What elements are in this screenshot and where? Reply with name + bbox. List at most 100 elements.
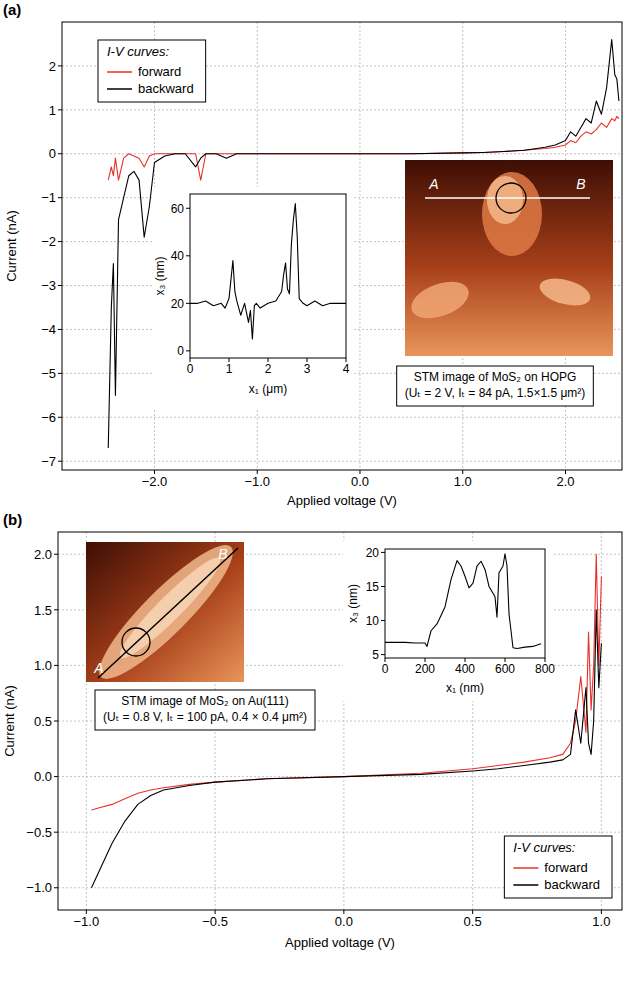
plot-frame xyxy=(190,194,346,358)
y-tick-label: 5 xyxy=(372,648,379,662)
stm-image: AB xyxy=(405,160,613,356)
x-axis-title: Applied voltage (V) xyxy=(287,493,397,508)
x-tick-label: 600 xyxy=(495,662,515,676)
tick-mark xyxy=(58,329,62,330)
inset-background xyxy=(152,187,352,409)
y-tick-label: −7 xyxy=(41,454,56,469)
x-tick-label: 1.0 xyxy=(454,474,472,489)
plot-frame xyxy=(385,549,545,658)
image-label: B xyxy=(218,546,227,562)
x-tick-label: 0.5 xyxy=(464,914,482,929)
profile-line xyxy=(98,548,238,678)
tick-mark xyxy=(58,153,62,154)
line-profile xyxy=(385,554,541,649)
image-label: A xyxy=(428,176,438,192)
grid xyxy=(62,22,622,470)
tick-mark xyxy=(58,373,62,374)
x-tick-label: 800 xyxy=(535,662,555,676)
x-tick-label: 0.0 xyxy=(335,914,353,929)
caption-box xyxy=(95,690,315,730)
x-tick-label: 200 xyxy=(415,662,435,676)
legend-label: forward xyxy=(544,860,587,875)
stm-feature xyxy=(537,274,593,311)
tick-mark xyxy=(58,197,62,198)
x-tick-label: −1.0 xyxy=(73,914,99,929)
tick-mark xyxy=(58,285,62,286)
y-tick-label: −5 xyxy=(41,366,56,381)
image-label: B xyxy=(576,176,585,192)
y-tick-label: −1 xyxy=(41,190,56,205)
y-tick-label: −1.0 xyxy=(26,880,52,895)
y-tick-label: 60 xyxy=(171,202,185,216)
stm-feature xyxy=(482,172,542,256)
y-tick-label: 20 xyxy=(366,546,380,560)
legend-title: I-V curves: xyxy=(107,44,170,59)
stm-feature xyxy=(85,531,246,692)
grid-line xyxy=(62,109,622,110)
line-profile xyxy=(190,204,346,339)
y-axis-title: x₃ (nm) xyxy=(346,584,360,623)
y-tick-label: 1 xyxy=(49,103,56,118)
tick-mark xyxy=(381,620,385,621)
x-tick-label: 2.0 xyxy=(556,474,574,489)
legend-swatch xyxy=(107,71,132,73)
tip-position xyxy=(496,183,526,213)
tick-mark xyxy=(186,350,190,351)
x-tick-label: 1 xyxy=(226,362,233,376)
panel-label: (a) xyxy=(3,1,21,18)
tick-mark xyxy=(186,208,190,209)
legend-swatch xyxy=(107,88,132,90)
legend-box xyxy=(504,836,612,898)
stm-feature xyxy=(406,275,473,326)
x-axis-title: x₁ (μm) xyxy=(249,382,287,396)
caption-text: (Uₜ = 0.8 V, Iₜ = 100 pA, 0.4 × 0.4 μm²) xyxy=(103,710,307,724)
caption: STM image of MoS₂ on HOPG (Uₜ = 2 V, Iₜ =… xyxy=(397,366,594,406)
x-tick-label: 2 xyxy=(265,362,272,376)
legend-swatch xyxy=(513,867,538,869)
tick-mark xyxy=(58,461,62,462)
tick-mark xyxy=(381,654,385,655)
y-tick-label: 15 xyxy=(366,580,380,594)
legend-box xyxy=(98,40,206,102)
x-tick-label: 4 xyxy=(343,362,350,376)
caption: STM image of MoS₂ on Au(111)(Uₜ = 0.8 V,… xyxy=(95,690,315,730)
x-tick-label: 0.0 xyxy=(351,474,369,489)
tick-mark xyxy=(54,721,58,722)
caption-box xyxy=(397,366,594,406)
y-tick-label: 20 xyxy=(171,297,185,311)
tick-mark xyxy=(54,665,58,666)
stm-image: AB xyxy=(85,531,246,692)
y-tick-label: 2 xyxy=(49,59,56,74)
x-tick-label: 0 xyxy=(187,362,194,376)
plot-frame xyxy=(62,22,622,470)
tick-mark xyxy=(58,65,62,66)
y-tick-label: 10 xyxy=(366,614,380,628)
caption-text: (Uₜ = 2 V, Iₜ = 84 pA, 1.5×1.5 μm²) xyxy=(405,386,586,400)
y-tick-label: −4 xyxy=(41,322,56,337)
y-tick-label: −6 xyxy=(41,410,56,425)
tick-mark xyxy=(54,887,58,888)
x-tick-label: −2.0 xyxy=(142,474,168,489)
chart: −1.0−0.50.00.51.0−1.0−0.50.00.51.01.52.0… xyxy=(2,511,622,950)
x-tick-label: −0.5 xyxy=(202,914,228,929)
x-tick-label: 0 xyxy=(382,662,389,676)
y-axis-title: Current (nA) xyxy=(2,685,17,757)
x-tick-label: −1.0 xyxy=(244,474,270,489)
legend-swatch xyxy=(513,884,538,886)
grid-line xyxy=(62,461,622,462)
plot-frame xyxy=(58,532,622,910)
grid-line xyxy=(58,832,622,833)
tick-mark xyxy=(186,303,190,304)
tick-mark xyxy=(58,241,62,242)
tick-mark xyxy=(58,417,62,418)
legend-title: I-V curves: xyxy=(513,840,576,855)
grid-line xyxy=(359,22,360,470)
inset-chart: 012340204060x₁ (μm)x₃ (nm) xyxy=(152,187,352,409)
y-tick-label: −3 xyxy=(41,278,56,293)
tick-mark xyxy=(381,552,385,553)
grid-line xyxy=(62,417,622,418)
tick-mark xyxy=(54,609,58,610)
caption-text: STM image of MoS₂ on HOPG xyxy=(414,370,577,384)
chart: −2.0−1.00.01.02.0−7−6−5−4−3−2−1012Applie… xyxy=(3,1,622,508)
legend: I-V curves:forwardbackward xyxy=(504,836,612,898)
